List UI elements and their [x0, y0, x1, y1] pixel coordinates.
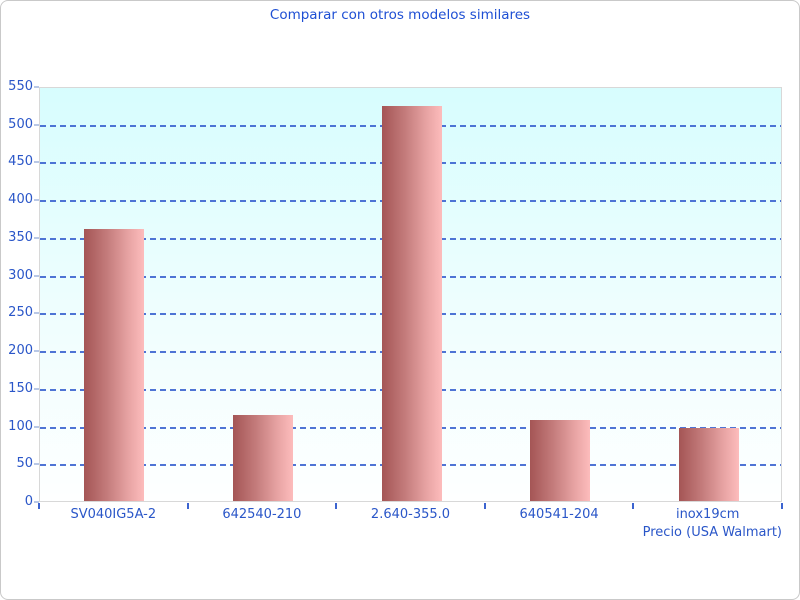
y-tick-mark-100: [34, 425, 39, 428]
y-tick-mark-200: [34, 350, 39, 353]
y-tick-mark-450: [34, 161, 39, 164]
x-tick-mark-3: [483, 503, 486, 509]
y-tick-mark-500: [34, 123, 39, 126]
x-tick-mark-4: [632, 503, 635, 509]
x-tick-label-2.640-355.0: 2.640-355.0: [370, 507, 451, 522]
chart-title: Comparar con otros modelos similares: [269, 7, 531, 23]
y-tick-mark-350: [34, 236, 39, 239]
y-tick-label-400: 400: [8, 192, 33, 208]
y-tick-label-300: 300: [8, 267, 33, 283]
y-tick-label-100: 100: [8, 418, 33, 434]
x-tick-mark-2: [335, 503, 338, 509]
x-axis-title: Precio (USA Walmart): [642, 525, 782, 540]
x-tick-mark-5: [781, 503, 783, 509]
plot-area: [39, 87, 782, 502]
y-tick-label-150: 150: [8, 380, 33, 396]
x-tick-mark-1: [186, 503, 189, 509]
y-tick-label-350: 350: [8, 229, 33, 245]
y-tick-mark-300: [34, 274, 39, 277]
y-tick-mark-250: [34, 312, 39, 315]
bar-2.640-355.0: [381, 106, 442, 501]
y-tick-label-550: 550: [8, 79, 33, 94]
x-tick-mark-0: [38, 503, 40, 509]
y-tick-mark-150: [34, 387, 39, 390]
y-tick-mark-0: [34, 501, 39, 503]
bar-640541-204: [530, 419, 591, 501]
y-tick-label-450: 450: [8, 154, 33, 170]
y-tick-label-0: 0: [24, 494, 33, 509]
y-tick-label-50: 50: [16, 456, 33, 472]
bar-SV040IG5A-2: [84, 228, 145, 501]
y-tick-mark-550: [34, 86, 39, 88]
y-tick-mark-50: [34, 463, 39, 466]
x-tick-label-642540-210: 642540-210: [222, 507, 302, 522]
bar-inox19cm: [678, 427, 739, 501]
x-tick-label-SV040IG5A-2: SV040IG5A-2: [70, 507, 157, 522]
x-tick-label-640541-204: 640541-204: [519, 507, 599, 522]
y-tick-mark-400: [34, 199, 39, 202]
y-tick-label-250: 250: [8, 305, 33, 321]
y-tick-label-500: 500: [8, 116, 33, 132]
y-tick-label-200: 200: [8, 343, 33, 359]
bar-642540-210: [232, 414, 293, 501]
x-tick-label-inox19cm: inox19cm: [675, 507, 740, 522]
